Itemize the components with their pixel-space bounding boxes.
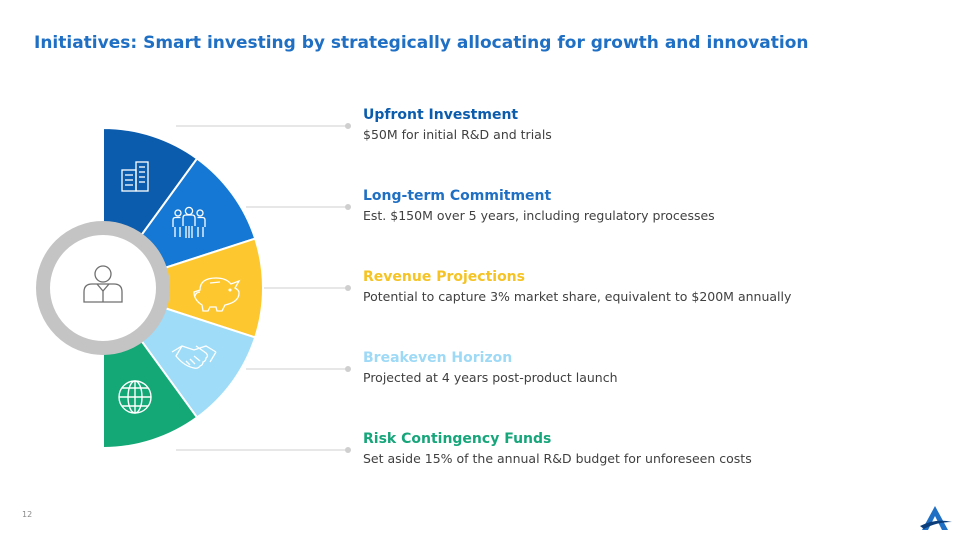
buildings-icon bbox=[121, 161, 149, 192]
item-description: Projected at 4 years post-product launch bbox=[363, 370, 618, 385]
item-title: Risk Contingency Funds bbox=[363, 431, 552, 447]
handshake-icon bbox=[171, 345, 217, 369]
piggy-bank-icon bbox=[193, 277, 241, 312]
item-long-term-commitment: Long-term Commitment Est. $150M over 5 y… bbox=[363, 187, 923, 225]
item-risk-contingency-funds: Risk Contingency Funds Set aside 15% of … bbox=[363, 430, 923, 468]
item-title: Long-term Commitment bbox=[363, 188, 552, 204]
person-icon bbox=[83, 265, 123, 303]
item-breakeven-horizon: Breakeven Horizon Projected at 4 years p… bbox=[363, 349, 923, 387]
connector-lines bbox=[176, 123, 351, 453]
item-description: Est. $150M over 5 years, including regul… bbox=[363, 208, 715, 223]
center-circle bbox=[36, 221, 170, 355]
page-number: 12 bbox=[22, 510, 33, 519]
segment-revenue-projections bbox=[99, 237, 264, 339]
item-revenue-projections: Revenue Projections Potential to capture… bbox=[363, 268, 923, 306]
item-title: Breakeven Horizon bbox=[363, 350, 513, 366]
item-description: $50M for initial R&D and trials bbox=[363, 127, 552, 142]
team-icon bbox=[172, 206, 206, 238]
initiatives-wheel bbox=[36, 123, 351, 453]
item-upfront-investment: Upfront Investment $50M for initial R&D … bbox=[363, 106, 923, 144]
company-logo bbox=[920, 506, 952, 530]
item-title: Upfront Investment bbox=[363, 107, 519, 123]
globe-icon bbox=[118, 380, 152, 414]
slide-title: Initiatives: Smart investing by strategi… bbox=[34, 33, 809, 53]
item-description: Potential to capture 3% market share, eq… bbox=[363, 289, 792, 304]
item-description: Set aside 15% of the annual R&D budget f… bbox=[363, 451, 752, 466]
item-title: Revenue Projections bbox=[363, 269, 525, 285]
